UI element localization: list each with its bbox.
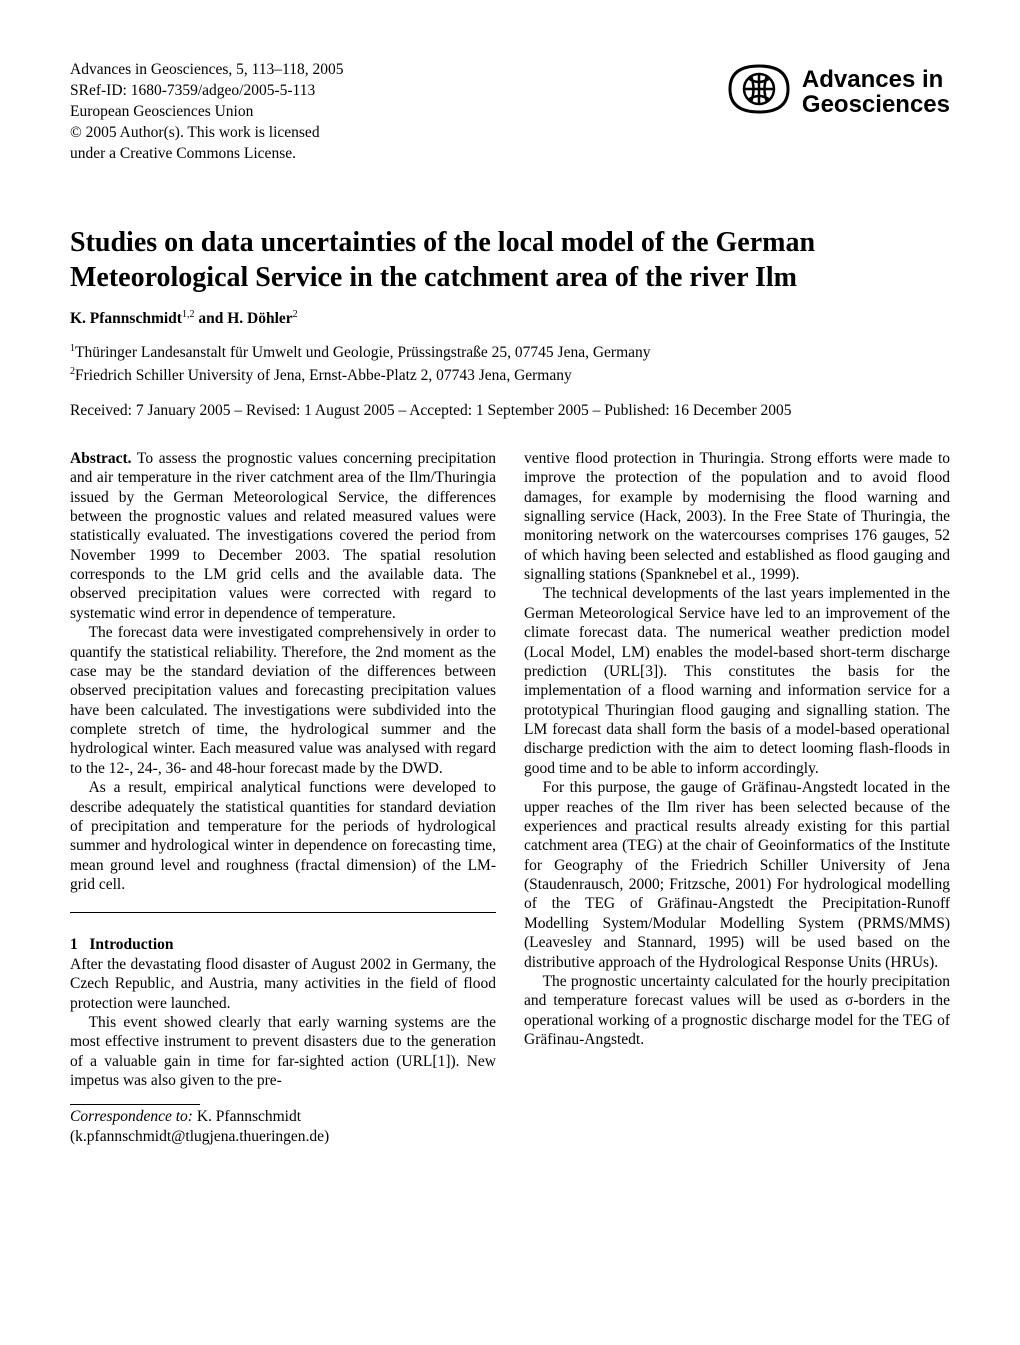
author1-sup: 1,2 <box>182 309 195 320</box>
footnote-rule <box>70 1104 200 1105</box>
abstract-p2: The forecast data were investigated comp… <box>70 623 496 778</box>
body-columns: Abstract. To assess the prognostic value… <box>70 449 950 1146</box>
right-p1: ventive flood protection in Thuringia. S… <box>524 449 950 585</box>
license-line1: © 2005 Author(s). This work is licensed <box>70 123 343 144</box>
left-column: Abstract. To assess the prognostic value… <box>70 449 496 1146</box>
journal-logo: Advances in Geosciences <box>726 60 950 123</box>
right-p4: The prognostic uncertainty calculated fo… <box>524 972 950 1050</box>
correspondence: Correspondence to: K. Pfannschmidt (k.pf… <box>70 1107 496 1146</box>
journal-line: Advances in Geosciences, 5, 113–118, 200… <box>70 60 343 81</box>
right-column: ventive flood protection in Thuringia. S… <box>524 449 950 1146</box>
right-p3: For this purpose, the gauge of Gräfinau-… <box>524 778 950 972</box>
intro-p1: After the devastating flood disaster of … <box>70 955 496 1013</box>
sref-line: SRef-ID: 1680-7359/adgeo/2005-5-113 <box>70 81 343 102</box>
journal-info: Advances in Geosciences, 5, 113–118, 200… <box>70 60 343 165</box>
affil2: 2Friedrich Schiller University of Jena, … <box>70 365 950 388</box>
publisher-line: European Geosciences Union <box>70 102 343 123</box>
logo-text-bottom: Geosciences <box>802 92 950 117</box>
intro-p2: This event showed clearly that early war… <box>70 1013 496 1091</box>
abstract-p3: As a result, empirical analytical functi… <box>70 778 496 894</box>
author2-sup: 2 <box>293 309 298 320</box>
authors: K. Pfannschmidt1,2 and H. Döhler2 <box>70 309 950 329</box>
correspondence-email: (k.pfannschmidt@tlugjena.thueringen.de) <box>70 1128 329 1145</box>
header: Advances in Geosciences, 5, 113–118, 200… <box>70 60 950 165</box>
author-and: and H. Döhler <box>194 310 292 327</box>
paper-title: Studies on data uncertainties of the loc… <box>70 225 950 295</box>
section-rule <box>70 912 496 913</box>
affil1: 1Thüringer Landesanstalt für Umwelt und … <box>70 342 950 365</box>
affiliations: 1Thüringer Landesanstalt für Umwelt und … <box>70 342 950 387</box>
correspondence-name: K. Pfannschmidt <box>193 1108 301 1125</box>
correspondence-label: Correspondence to: <box>70 1108 193 1125</box>
logo-text-top: Advances in <box>802 67 950 92</box>
dates-line: Received: 7 January 2005 – Revised: 1 Au… <box>70 401 950 420</box>
right-p2: The technical developments of the last y… <box>524 584 950 778</box>
abstract-p1: Abstract. To assess the prognostic value… <box>70 449 496 623</box>
globe-icon <box>726 60 792 123</box>
abstract-label: Abstract. <box>70 450 132 467</box>
section-1-heading: 1 Introduction <box>70 935 496 954</box>
license-line2: under a Creative Commons License. <box>70 144 343 165</box>
logo-text: Advances in Geosciences <box>802 67 950 117</box>
author1: K. Pfannschmidt <box>70 310 182 327</box>
